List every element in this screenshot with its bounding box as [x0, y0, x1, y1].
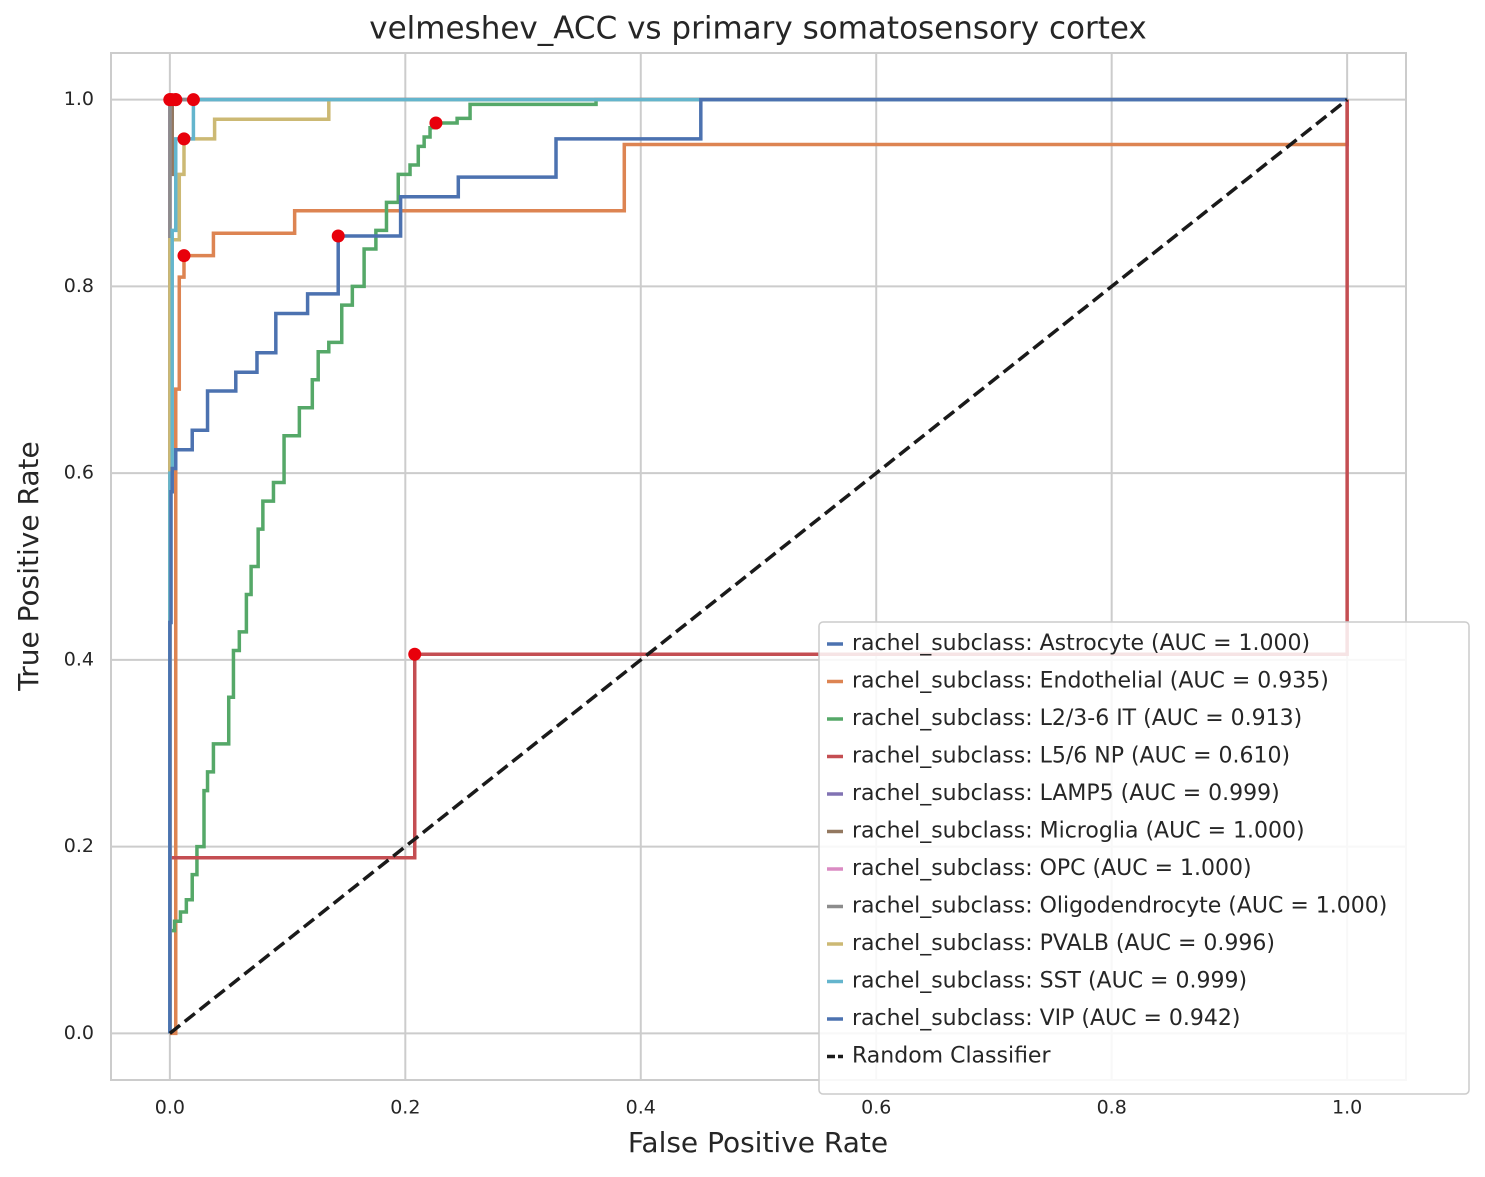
x-tick-label: 0.4 — [626, 1097, 656, 1119]
y-tick-label: 0.0 — [64, 1022, 94, 1044]
y-axis-label: True Positive Rate — [12, 441, 45, 691]
legend-label: rachel_subclass: SST (AUC = 0.999) — [852, 969, 1247, 994]
optimal-point — [177, 132, 191, 146]
optimal-point — [177, 249, 191, 263]
y-tick-label: 0.2 — [64, 835, 94, 857]
optimal-point — [169, 93, 183, 107]
random-classifier-line — [168, 98, 1349, 1035]
legend-label: rachel_subclass: Endothelial (AUC = 0.93… — [852, 669, 1329, 694]
roc-curve — [168, 97, 1348, 1034]
x-axis-label: False Positive Rate — [628, 1126, 888, 1159]
y-tick-label: 0.4 — [64, 648, 94, 670]
x-tick-label: 0.2 — [390, 1097, 420, 1119]
roc-curve — [168, 97, 1348, 1034]
chart-title: velmeshev_ACC vs primary somatosensory c… — [369, 11, 1147, 47]
legend-box — [818, 621, 1470, 1095]
y-tick-label: 1.0 — [64, 88, 94, 110]
x-tick-label: 0.0 — [155, 1097, 185, 1119]
y-tick-label: 0.6 — [64, 462, 94, 484]
legend-label: rachel_subclass: L5/6 NP (AUC = 0.610) — [852, 744, 1290, 769]
x-tick-label: 0.6 — [861, 1097, 891, 1119]
x-tick-label: 0.8 — [1097, 1097, 1127, 1119]
legend-label: Random Classifier — [852, 1044, 1051, 1069]
legend-label: rachel_subclass: VIP (AUC = 0.942) — [852, 1006, 1240, 1031]
legend-label: rachel_subclass: PVALB (AUC = 0.996) — [852, 931, 1275, 956]
x-tick-label: 1.0 — [1332, 1097, 1362, 1119]
legend-label: rachel_subclass: Oligodendrocyte (AUC = … — [852, 894, 1387, 919]
legend-label: rachel_subclass: Microglia (AUC = 1.000) — [852, 819, 1305, 844]
legend-label: rachel_subclass: L2/3-6 IT (AUC = 0.913) — [852, 706, 1302, 731]
legend-label: rachel_subclass: OPC (AUC = 1.000) — [852, 856, 1252, 881]
legend-label: rachel_subclass: LAMP5 (AUC = 0.999) — [852, 781, 1280, 806]
optimal-point — [408, 647, 422, 661]
legend-label: rachel_subclass: Astrocyte (AUC = 1.000) — [852, 631, 1310, 656]
optimal-point — [186, 93, 200, 107]
y-tick-label: 0.8 — [64, 275, 94, 297]
roc-curve — [169, 99, 1349, 1036]
optimal-point — [331, 229, 345, 243]
optimal-point — [429, 116, 443, 130]
